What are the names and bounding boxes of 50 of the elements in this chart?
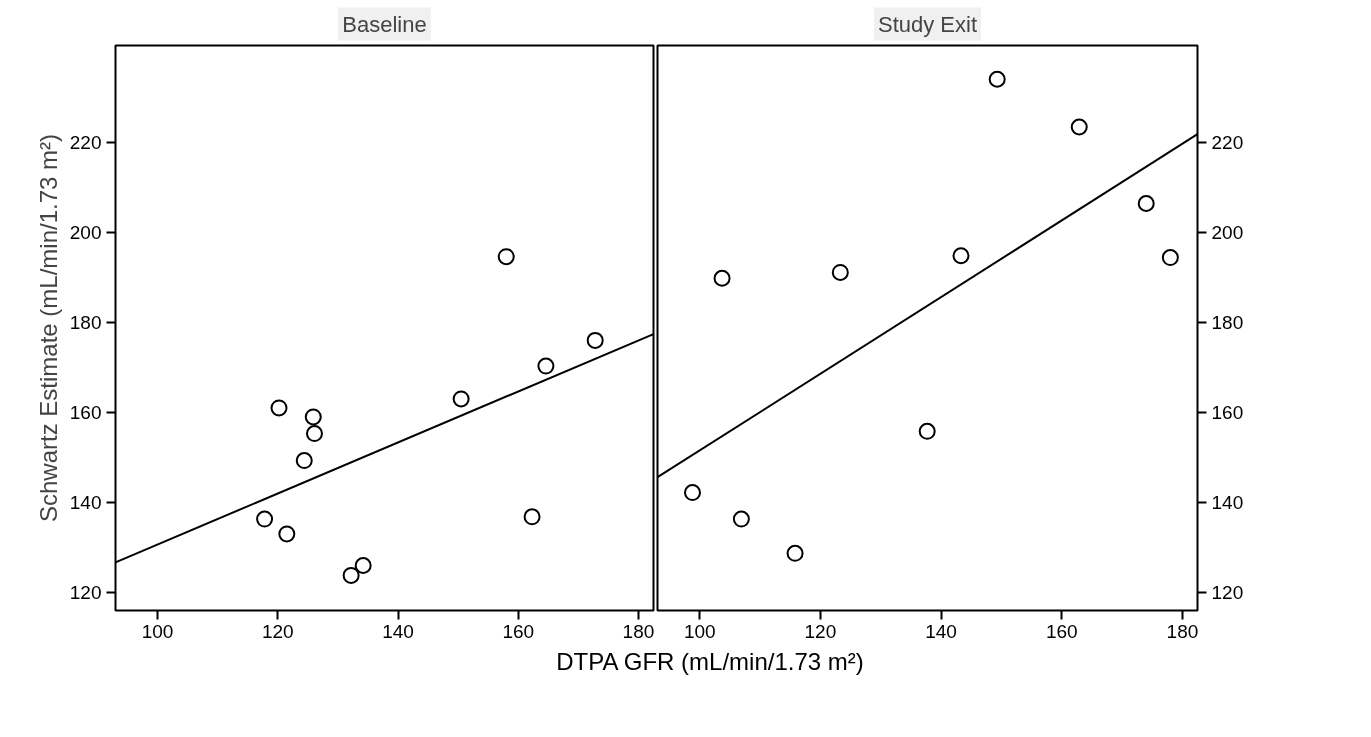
point: [732, 510, 750, 528]
chart-title: Study Exit: [877, 11, 978, 37]
point: [918, 422, 936, 440]
y-tick-label: 220: [69, 131, 102, 153]
y-tick-label: 120: [69, 581, 102, 603]
y-tick-label: 180: [69, 311, 102, 333]
x-tick-label: 180: [622, 620, 655, 642]
point: [305, 425, 323, 443]
chart-title: Baseline: [342, 11, 427, 37]
point: [295, 452, 313, 470]
y-tick-label: 220: [1211, 131, 1244, 153]
y-axis-title: Schwartz Estimate (mL/min/1.73 m²): [34, 133, 62, 523]
point: [1070, 118, 1088, 136]
point: [1137, 195, 1155, 213]
x-tick-label: 140: [382, 620, 414, 642]
point: [786, 544, 804, 562]
y-tick-label: 160: [1211, 401, 1244, 423]
x-tick-label: 120: [261, 620, 294, 642]
x-tick-label: 120: [804, 620, 837, 642]
x-tick-label: 100: [683, 620, 716, 642]
point: [278, 525, 296, 543]
point: [256, 510, 274, 528]
point: [713, 269, 731, 287]
y-tick-label: 160: [69, 401, 102, 423]
x-tick-label: 160: [1045, 620, 1078, 642]
x-tick-label: 140: [925, 620, 957, 642]
point: [304, 408, 322, 426]
point: [497, 248, 515, 266]
x-axis-title: DTPA GFR (mL/min/1.73 m²): [556, 647, 864, 677]
x-tick-label: 100: [141, 620, 174, 642]
point: [831, 263, 849, 281]
y-tick-label: 140: [1211, 491, 1244, 513]
y-tick-label: 140: [69, 491, 102, 513]
point: [354, 556, 372, 574]
y-tick-label: 200: [1211, 221, 1244, 243]
point: [1161, 249, 1179, 267]
x-tick-label: 180: [1166, 620, 1199, 642]
point: [452, 390, 470, 408]
point: [988, 70, 1006, 88]
point: [523, 508, 541, 526]
y-tick-label: 120: [1211, 581, 1244, 603]
point: [952, 247, 970, 265]
point: [586, 331, 604, 349]
point: [537, 357, 555, 375]
y-tick-label: 200: [69, 221, 102, 243]
point: [342, 566, 360, 584]
point: [683, 484, 701, 502]
point: [270, 399, 288, 417]
y-tick-label: 180: [1211, 311, 1244, 333]
x-tick-label: 160: [502, 620, 535, 642]
